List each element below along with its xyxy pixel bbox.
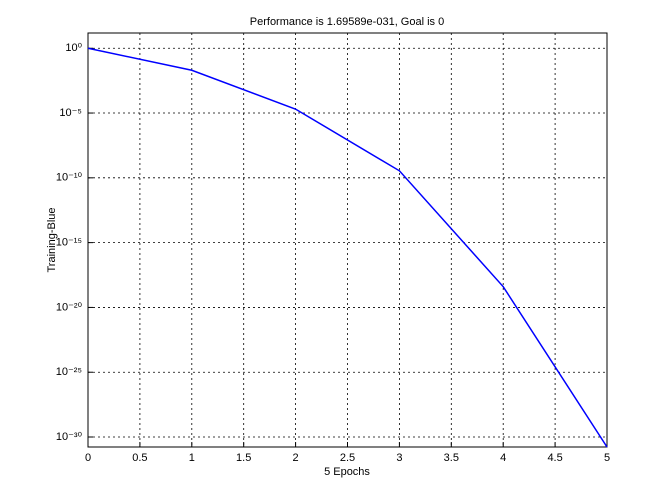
x-tick-label: 2.5 bbox=[340, 452, 355, 464]
x-tick-label: 2 bbox=[293, 452, 299, 464]
x-tick-label: 0.5 bbox=[132, 452, 147, 464]
y-tick-label: 10⁻³⁰ bbox=[56, 431, 83, 443]
y-tick-label: 10⁻¹⁵ bbox=[56, 237, 82, 249]
y-tick-label: 10⁻²⁰ bbox=[56, 301, 83, 313]
y-tick-label: 10⁰ bbox=[65, 42, 82, 54]
x-tick-label: 1 bbox=[189, 452, 195, 464]
x-tick-label: 5 bbox=[604, 452, 610, 464]
x-tick-label: 3.5 bbox=[444, 452, 459, 464]
x-tick-label: 3 bbox=[396, 452, 402, 464]
y-tick-label: 10⁻²⁵ bbox=[56, 366, 82, 378]
data-line bbox=[87, 47, 608, 448]
x-tick-label: 0 bbox=[85, 452, 91, 464]
y-tick-label: 10⁻¹⁰ bbox=[56, 172, 83, 184]
x-tick-label: 4 bbox=[500, 452, 506, 464]
x-axis-label: 5 Epochs bbox=[324, 466, 370, 478]
y-tick-label: 10⁻⁵ bbox=[59, 107, 82, 119]
y-axis-label: Training-Blue bbox=[46, 207, 58, 272]
chart-title: Performance is 1.69589e-031, Goal is 0 bbox=[250, 16, 444, 28]
x-tick-label: 1.5 bbox=[236, 452, 251, 464]
x-tick-label: 4.5 bbox=[547, 452, 562, 464]
